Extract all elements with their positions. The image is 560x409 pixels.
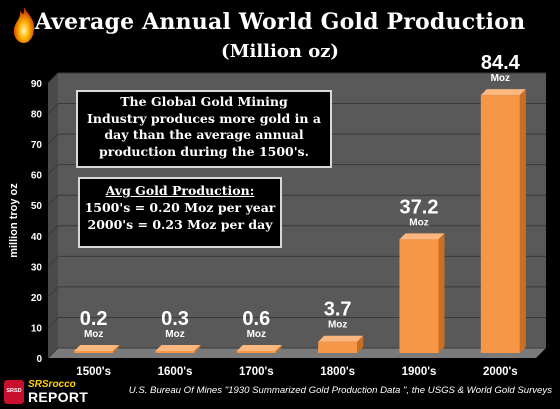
gridline-side xyxy=(47,225,59,237)
page-subtitle: (Million oz) xyxy=(221,41,339,62)
gridline-side xyxy=(47,255,59,267)
y-tick-label: 60 xyxy=(31,171,43,182)
brand-logo: SRSD SRSrocco REPORT xyxy=(4,378,114,406)
x-tick-label: 2000's xyxy=(483,366,518,378)
gridline-side xyxy=(47,164,59,176)
y-axis-label: million troy oz xyxy=(8,183,20,258)
bar-unit-label: Moz xyxy=(165,329,184,340)
bar xyxy=(155,351,195,353)
bar-unit-label: Moz xyxy=(84,329,103,340)
plot-floor xyxy=(48,348,546,358)
gridline-side xyxy=(47,194,59,206)
bar xyxy=(480,95,520,353)
y-tick-label: 50 xyxy=(31,201,43,212)
bar-side xyxy=(438,233,445,353)
gridline-side xyxy=(47,317,59,328)
callout-average-title: Avg Gold Production: xyxy=(105,183,255,198)
bar-top xyxy=(399,233,445,240)
callout-average-line: 1500's = 0.20 Moz per year xyxy=(84,200,276,215)
callout-main-line: day than the average annual xyxy=(104,127,304,142)
gridline-side xyxy=(47,103,59,114)
bar-top xyxy=(480,89,526,96)
callout-main-line: The Global Gold Mining xyxy=(120,94,288,109)
bar-side xyxy=(194,345,201,353)
bar-top xyxy=(74,345,120,351)
x-tick-label: 1900's xyxy=(402,366,437,378)
x-tick-label: 1600's xyxy=(158,366,193,378)
bar-side xyxy=(357,335,364,353)
callout-main-line: production during the 1500's. xyxy=(99,143,309,159)
bar xyxy=(318,341,358,353)
bar-side xyxy=(275,345,282,353)
callout-main: The Global Gold Mining Industry produces… xyxy=(76,90,332,168)
x-tick-label: 1700's xyxy=(239,366,274,378)
bar xyxy=(74,351,114,353)
plot-side-wall xyxy=(48,73,58,358)
y-tick-label: 10 xyxy=(31,323,43,334)
bar-value-label: 0.2 xyxy=(80,308,108,330)
bar-unit-label: Moz xyxy=(328,320,347,331)
y-tick-label: 0 xyxy=(36,354,42,365)
bar-top xyxy=(318,335,364,342)
y-tick-label: 40 xyxy=(31,232,43,243)
y-tick-label: 20 xyxy=(31,293,43,304)
bar-value-label: 37.2 xyxy=(400,196,439,218)
bar-side xyxy=(519,89,526,353)
bar-unit-label: Moz xyxy=(247,329,266,340)
brand-stamp-text: SRSD xyxy=(6,388,22,394)
bar-side xyxy=(113,345,120,353)
gold-flame-icon xyxy=(13,7,35,43)
y-tick-label: 80 xyxy=(31,110,43,121)
bar-value-label: 0.3 xyxy=(161,308,189,330)
bar-unit-label: Moz xyxy=(409,217,428,228)
bar-value-label: 3.7 xyxy=(324,299,352,321)
page-title: Average Annual World Gold Production xyxy=(34,9,526,35)
brand-name-bottom: REPORT xyxy=(28,389,89,405)
y-tick-label: 30 xyxy=(31,262,43,273)
bar-unit-label: Moz xyxy=(491,73,510,84)
bar xyxy=(236,351,276,353)
y-tick-label: 90 xyxy=(31,79,43,90)
brand-name-top: SRSrocco xyxy=(28,379,76,390)
callout-average: Avg Gold Production: 1500's = 0.20 Moz p… xyxy=(78,177,282,248)
bar-top xyxy=(236,345,282,351)
gridline-side xyxy=(47,133,59,145)
gridline-side xyxy=(47,347,59,359)
callout-average-line: 2000's = 0.23 Moz per day xyxy=(87,217,273,232)
callout-main-line: Industry produces more gold in a xyxy=(87,110,321,126)
bar-value-label: 84.4 xyxy=(481,52,521,74)
x-tick-label: 1800's xyxy=(320,366,355,378)
bar-top xyxy=(155,345,201,351)
brand-stamp-icon: SRSD xyxy=(4,380,24,404)
source-note: U.S. Bureau Of Mines "1930 Summarized Go… xyxy=(128,385,552,396)
gridline-side xyxy=(47,72,59,84)
bar xyxy=(399,239,439,353)
bar-value-label: 0.6 xyxy=(242,308,270,330)
y-tick-label: 70 xyxy=(31,140,43,151)
x-tick-label: 1500's xyxy=(76,366,111,378)
gridline-side xyxy=(47,286,59,298)
